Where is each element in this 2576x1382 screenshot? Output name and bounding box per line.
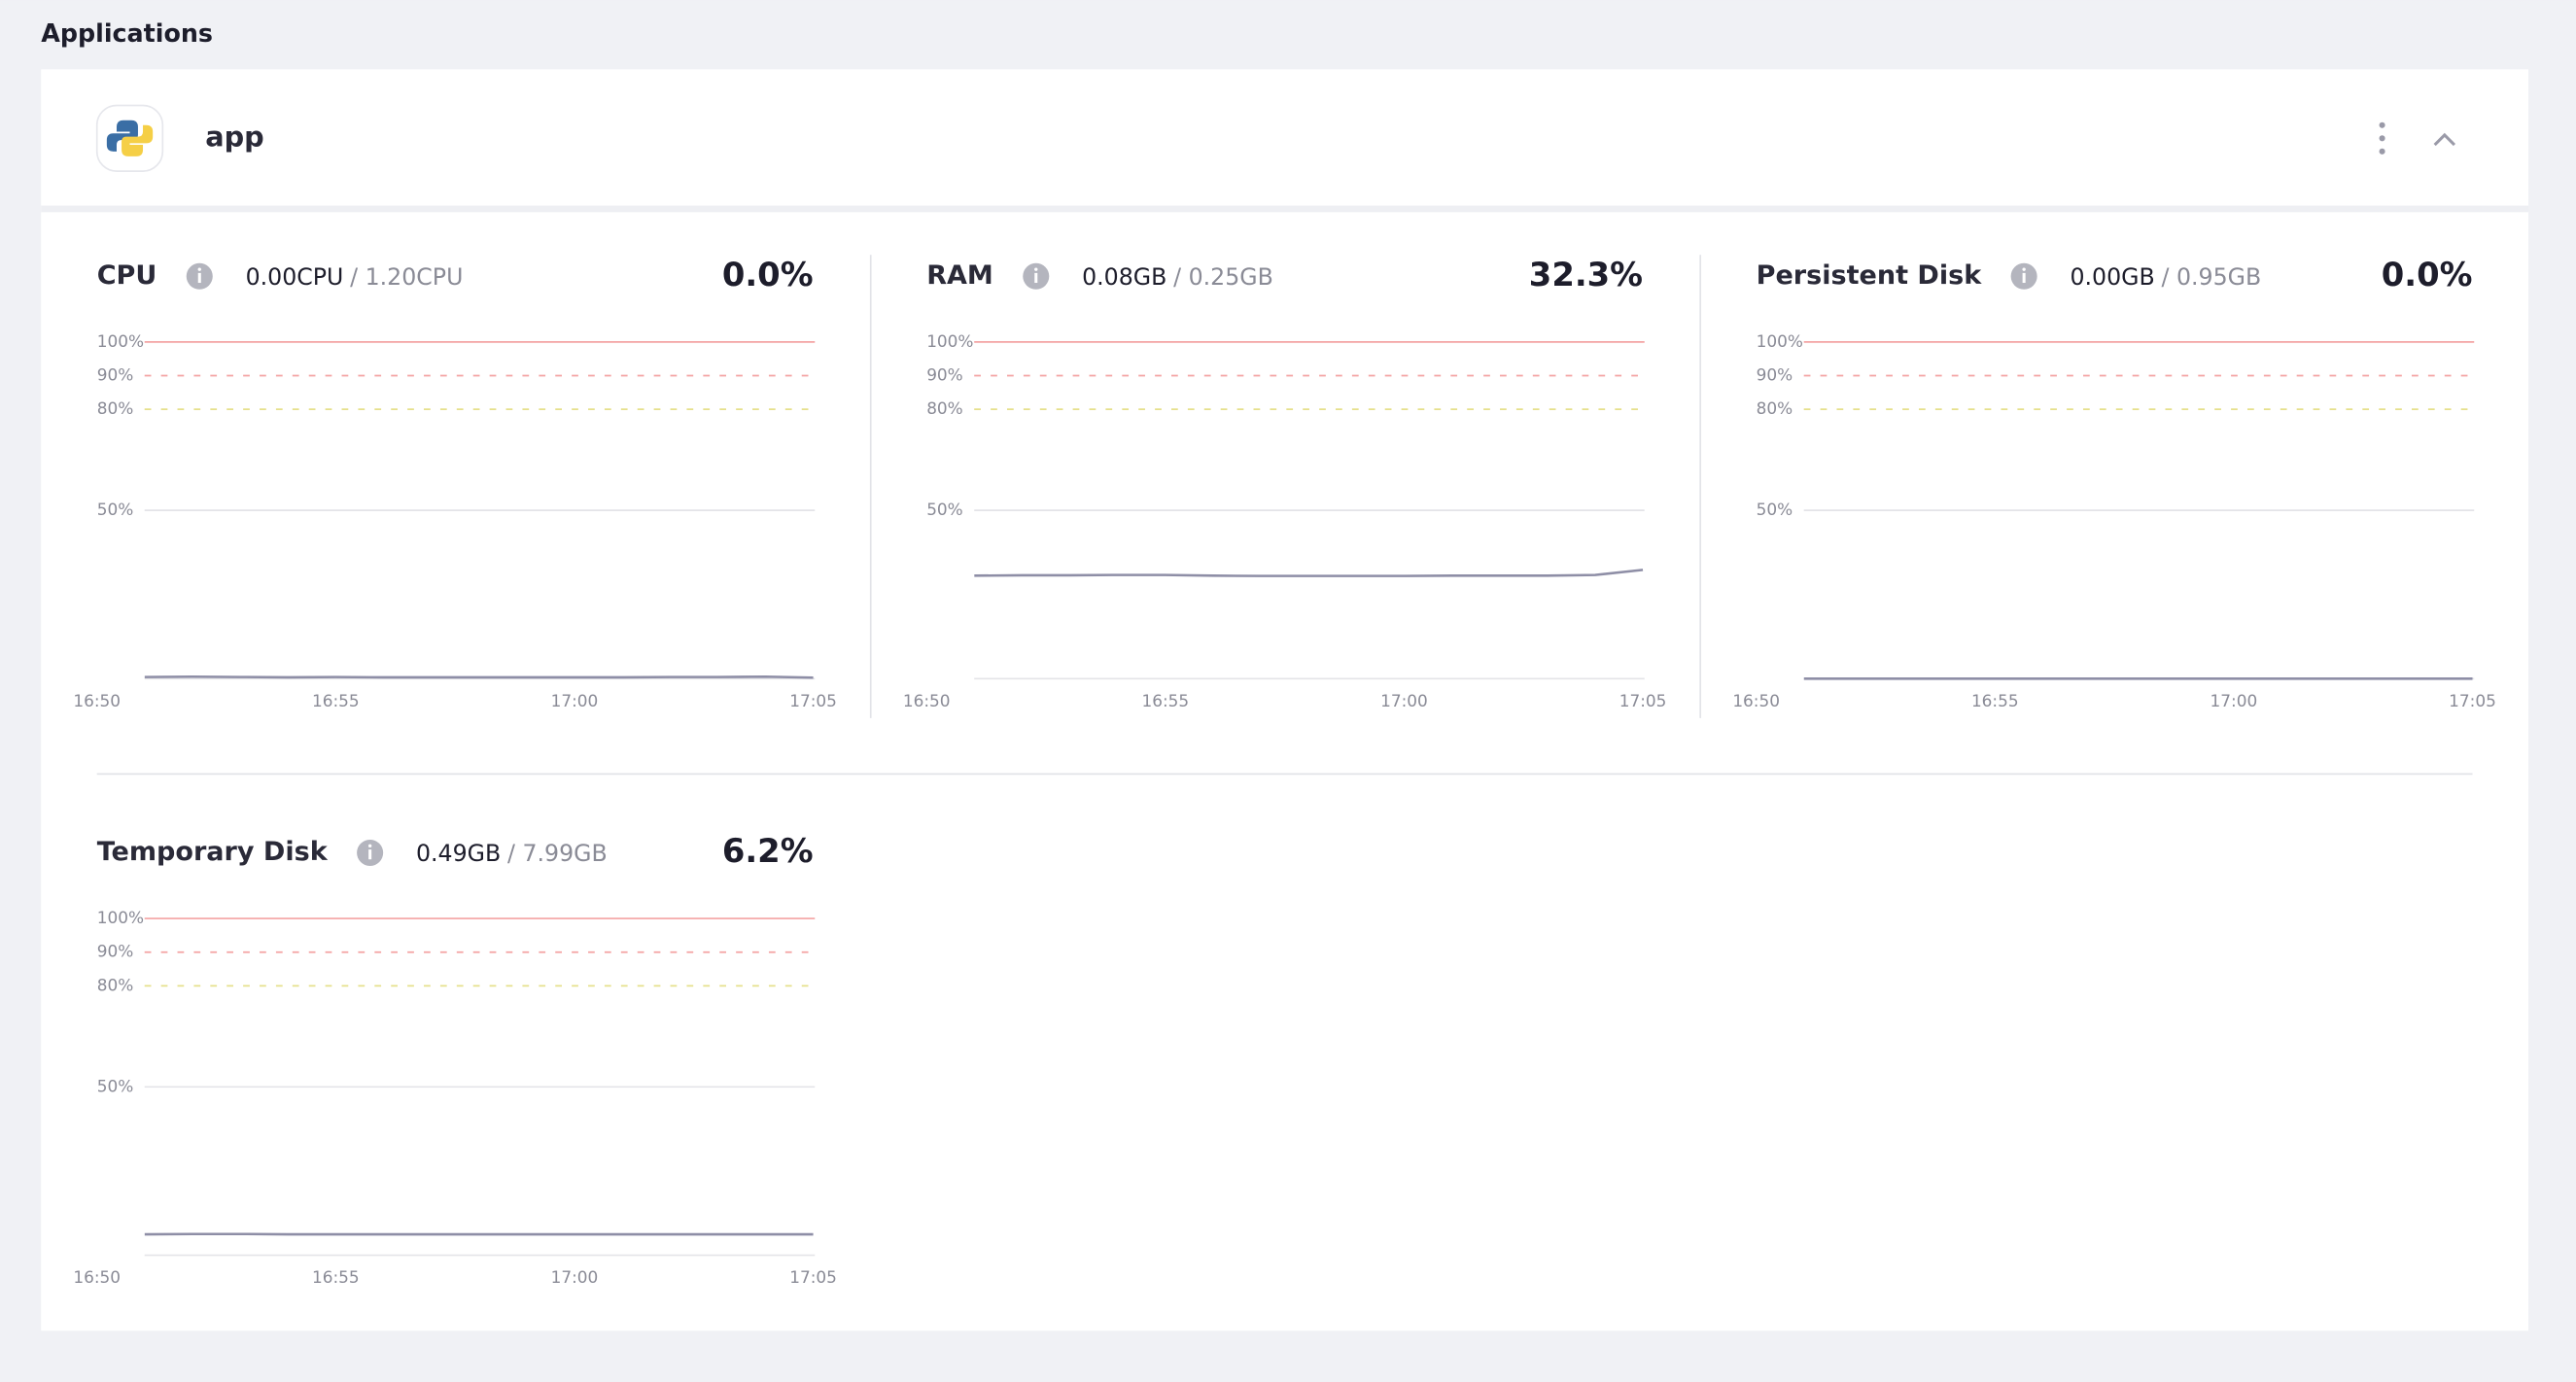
y-tick-label: 50% — [1757, 500, 1793, 519]
y-tick-label: 90% — [926, 365, 963, 385]
usage-chart: 100% 90% 80% 50% 16:50 16:55 17:00 17:05 — [73, 908, 837, 1287]
section-title: Applications — [41, 18, 213, 48]
usage-percent: 0.0% — [722, 256, 814, 294]
x-tick-label: 16:50 — [73, 1267, 121, 1287]
info-icon[interactable] — [1023, 262, 1050, 290]
x-tick-label: 17:05 — [789, 1267, 837, 1287]
y-tick-label: 90% — [97, 942, 134, 961]
x-tick-label: 16:50 — [73, 691, 121, 710]
x-tick-label: 17:05 — [1619, 691, 1667, 710]
x-tick-label: 17:00 — [551, 1267, 599, 1287]
dot — [2379, 135, 2385, 142]
usage-chart: 100% 90% 80% 50% 16:50 16:55 17:00 17:05 — [903, 331, 1667, 710]
python-yellow — [122, 124, 154, 156]
x-tick-label: 17:00 — [1380, 691, 1428, 710]
usage-total: / 7.99GB — [507, 840, 608, 867]
info-dot — [197, 267, 201, 271]
card-separator — [41, 205, 2528, 213]
x-tick-label: 16:55 — [1971, 691, 2019, 710]
info-glyph — [368, 849, 372, 860]
x-tick-label: 17:00 — [551, 691, 599, 710]
info-glyph — [1034, 272, 1038, 284]
x-tick-label: 16:50 — [903, 691, 951, 710]
usage-text: 0.08GB/ 0.25GB — [1082, 262, 1273, 290]
x-tick-label: 16:55 — [312, 1267, 360, 1287]
info-glyph — [2022, 272, 2026, 284]
x-tick-label: 17:05 — [2449, 691, 2496, 710]
dot — [2379, 148, 2385, 155]
info-icon[interactable] — [2010, 262, 2037, 290]
info-dot — [2022, 267, 2026, 271]
metric-title: CPU — [97, 260, 157, 291]
usage-chart: 100% 90% 80% 50% 16:50 16:55 17:00 17:05 — [73, 331, 837, 710]
y-tick-label: 100% — [97, 908, 144, 927]
metric-title: Temporary Disk — [97, 837, 329, 867]
x-tick-label: 16:50 — [1732, 691, 1780, 710]
usage-used: 0.00GB — [2070, 262, 2154, 290]
usage-percent: 32.3% — [1529, 256, 1643, 294]
metric-panel: RAM 0.08GB/ 0.25GB 32.3% 100% 90% 80% 50% 16:50… — [903, 256, 1667, 710]
metric-title: Persistent Disk — [1757, 260, 1983, 291]
metric-panel: CPU 0.00CPU/ 1.20CPU 0.0% 100% 90% 80% 50% 16:5… — [73, 256, 837, 710]
usage-text: 0.00CPU/ 1.20CPU — [246, 262, 464, 290]
usage-total: / 1.20CPU — [350, 262, 463, 290]
usage-total: / 0.95GB — [2161, 262, 2261, 290]
y-tick-label: 90% — [97, 365, 134, 385]
dot — [2379, 121, 2385, 128]
y-tick-label: 100% — [926, 331, 973, 351]
info-dot — [367, 844, 372, 848]
info-glyph — [197, 272, 201, 284]
x-tick-label: 16:55 — [1141, 691, 1189, 710]
y-tick-label: 100% — [97, 331, 144, 351]
x-tick-label: 17:05 — [789, 691, 837, 710]
y-tick-label: 50% — [926, 500, 963, 519]
metric-panel: Persistent Disk 0.00GB/ 0.95GB 0.0% 100% 90%… — [1732, 256, 2496, 710]
info-dot — [1034, 267, 1038, 271]
y-tick-label: 100% — [1757, 331, 1803, 351]
usage-used: 0.49GB — [416, 840, 501, 867]
python-blue — [106, 120, 138, 152]
x-tick-label: 16:55 — [312, 691, 360, 710]
metric-panel: Temporary Disk 0.49GB/ 7.99GB 6.2% 100% 90% 8… — [73, 832, 837, 1287]
y-tick-label: 80% — [97, 975, 134, 994]
info-icon[interactable] — [357, 839, 384, 866]
y-tick-label: 90% — [1757, 365, 1793, 385]
usage-percent: 0.0% — [2382, 256, 2473, 294]
app-card — [41, 69, 2528, 1331]
usage-used: 0.08GB — [1082, 262, 1166, 290]
y-tick-label: 80% — [1757, 398, 1793, 418]
collapse-chevron[interactable] — [2433, 132, 2456, 147]
app-name[interactable]: app — [205, 120, 264, 153]
usage-total: / 0.25GB — [1173, 262, 1273, 290]
info-icon[interactable] — [186, 262, 213, 290]
y-tick-label: 80% — [97, 398, 134, 418]
y-tick-label: 50% — [97, 500, 134, 519]
usage-line — [974, 569, 1644, 577]
x-tick-label: 17:00 — [2210, 691, 2258, 710]
y-tick-label: 50% — [97, 1076, 134, 1095]
metric-title: RAM — [926, 260, 993, 291]
usage-text: 0.49GB/ 7.99GB — [416, 840, 608, 867]
usage-used: 0.00CPU — [246, 262, 344, 290]
y-tick-label: 80% — [926, 398, 963, 418]
usage-text: 0.00GB/ 0.95GB — [2070, 262, 2261, 290]
app-icon — [95, 104, 164, 172]
more-menu[interactable] — [2379, 121, 2385, 155]
usage-line — [144, 674, 814, 679]
usage-percent: 6.2% — [722, 832, 814, 870]
